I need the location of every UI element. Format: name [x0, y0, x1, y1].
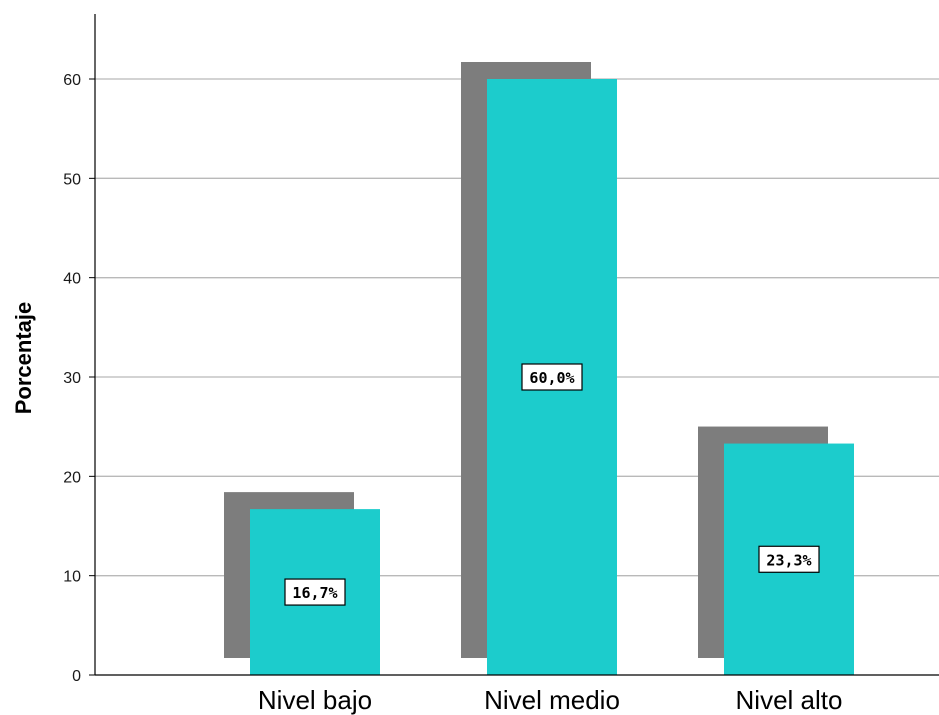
- y-tick-label: 10: [63, 569, 81, 586]
- x-category-label: Nivel bajo: [258, 685, 372, 715]
- data-label: 60,0%: [529, 369, 574, 387]
- data-label-box: [284, 578, 346, 606]
- data-label-box: [521, 363, 583, 391]
- y-axis-label: Porcentaje: [11, 302, 36, 415]
- y-tick-label: 40: [63, 271, 81, 288]
- x-axis-categories: Nivel bajo Nivel medio Nivel alto: [258, 685, 843, 715]
- y-axis-ticks: 0 10 20 30 40 50 60: [63, 72, 95, 685]
- y-tick-label: 50: [63, 171, 81, 188]
- y-tick-label: 0: [72, 668, 81, 685]
- x-category-label: Nivel medio: [484, 685, 620, 715]
- data-label: 23,3%: [766, 551, 811, 569]
- bars: 16,7% 60,0% 23,3%: [224, 62, 854, 675]
- y-tick-label: 30: [63, 370, 81, 387]
- y-tick-label: 60: [63, 72, 81, 89]
- data-label: 16,7%: [292, 584, 337, 602]
- data-label-box: [758, 545, 820, 573]
- y-tick-label: 20: [63, 469, 81, 486]
- x-category-label: Nivel alto: [736, 685, 843, 715]
